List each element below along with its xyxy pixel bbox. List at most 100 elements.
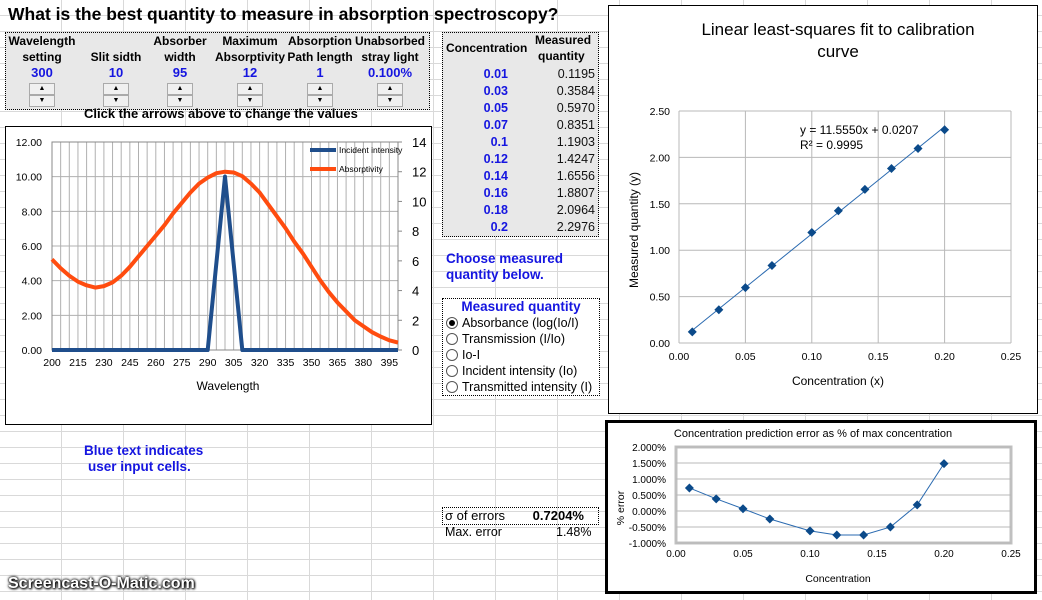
header-quantity: quantity bbox=[538, 49, 585, 63]
spinner-down-icon[interactable]: ▼ bbox=[29, 95, 55, 107]
y-tick-label: 0.000% bbox=[632, 507, 666, 518]
chart-title: Concentration prediction error as % of m… bbox=[674, 428, 952, 440]
controls-panel bbox=[5, 32, 430, 110]
radio-option[interactable]: Incident intensity (Io) bbox=[446, 363, 599, 379]
x-tick-label: 0.20 bbox=[934, 549, 954, 560]
control-spinner-1[interactable]: ▲ ▼ bbox=[103, 83, 129, 107]
spinner-down-icon[interactable]: ▼ bbox=[167, 95, 193, 107]
y-left-tick-label: 6.00 bbox=[22, 241, 43, 253]
series-line-absorptivity bbox=[50, 169, 399, 345]
radio-option[interactable]: Absorbance (log(Io/I) bbox=[446, 315, 599, 331]
y-left-tick-label: 2.00 bbox=[22, 310, 43, 322]
data-point bbox=[939, 459, 949, 469]
spinner-up-icon[interactable]: ▲ bbox=[307, 83, 333, 95]
concentration-cell[interactable]: 0.18 bbox=[483, 203, 508, 217]
concentration-cell[interactable]: 0.2 bbox=[490, 220, 508, 234]
data-point bbox=[913, 143, 923, 153]
series-line-incident-intensity bbox=[52, 174, 398, 352]
x-tick-label: 0.20 bbox=[934, 351, 955, 363]
chart-title-line1: Linear least-squares fit to calibration bbox=[701, 20, 974, 39]
measured-cell: 1.4247 bbox=[556, 152, 595, 166]
radio-button-icon[interactable] bbox=[446, 333, 458, 345]
x-tick-label: 380 bbox=[355, 357, 373, 369]
legend-label: Absorptivity bbox=[339, 164, 384, 174]
control-label-3-line1: Maximum bbox=[222, 34, 278, 48]
concentration-cell[interactable]: 0.14 bbox=[483, 169, 508, 183]
legend-label: Incident intensity bbox=[339, 145, 403, 155]
y-tick-label: 1.50 bbox=[650, 199, 671, 211]
control-spinner-0[interactable]: ▲ ▼ bbox=[29, 83, 55, 107]
control-value-4[interactable]: 1 bbox=[316, 65, 324, 80]
x-axis-label: Concentration (x) bbox=[792, 374, 884, 388]
control-label-2-line2: width bbox=[164, 50, 196, 64]
x-tick-label: 0.10 bbox=[802, 351, 823, 363]
spinner-down-icon[interactable]: ▼ bbox=[307, 95, 333, 107]
control-label-2-line1: Absorber bbox=[153, 34, 207, 48]
radio-option[interactable]: Io-I bbox=[446, 347, 599, 363]
spinner-up-icon[interactable]: ▲ bbox=[103, 83, 129, 95]
max-error-value: 1.48% bbox=[556, 525, 592, 539]
concentration-cell[interactable]: 0.05 bbox=[483, 101, 508, 115]
data-point bbox=[833, 206, 843, 216]
calibration-chart bbox=[608, 5, 1038, 414]
spinner-up-icon[interactable]: ▲ bbox=[167, 83, 193, 95]
x-tick-label: 0.00 bbox=[669, 351, 690, 363]
control-label-0-line2: setting bbox=[22, 50, 62, 64]
measured-cell: 2.0964 bbox=[556, 203, 595, 217]
concentration-cell[interactable]: 0.16 bbox=[483, 186, 508, 200]
spinner-down-icon[interactable]: ▼ bbox=[377, 95, 403, 107]
max-error-label: Max. error bbox=[445, 525, 502, 539]
measured-cell: 1.6556 bbox=[556, 169, 595, 183]
radio-button-icon[interactable] bbox=[446, 381, 458, 393]
control-spinner-2[interactable]: ▲ ▼ bbox=[167, 83, 193, 107]
spinner-up-icon[interactable]: ▲ bbox=[237, 83, 263, 95]
x-tick-label: 0.10 bbox=[800, 549, 820, 560]
y-left-tick-label: 10.00 bbox=[16, 172, 42, 184]
y-right-tick-label: 12 bbox=[412, 165, 426, 180]
control-spinner-4[interactable]: ▲ ▼ bbox=[307, 83, 333, 107]
y-tick-label: 2.50 bbox=[650, 106, 671, 118]
y-left-tick-label: 12.00 bbox=[16, 137, 42, 149]
measured-cell: 0.1195 bbox=[557, 67, 595, 81]
data-point bbox=[738, 504, 748, 514]
concentration-cell[interactable]: 0.07 bbox=[483, 118, 508, 132]
y-tick-label: 0.500% bbox=[632, 491, 666, 502]
radio-option[interactable]: Transmitted intensity (I) bbox=[446, 379, 599, 395]
control-value-2[interactable]: 95 bbox=[172, 65, 188, 80]
concentration-cell[interactable]: 0.1 bbox=[490, 135, 508, 149]
spectrum-chart-svg: 0.00 2.00 4.00 6.00 8.00 10.00 12.00 0 2 4 6 8 10 12 1… bbox=[16, 135, 427, 393]
spinner-down-icon[interactable]: ▼ bbox=[103, 95, 129, 107]
control-label-1-line2: Slit sidth bbox=[90, 50, 142, 64]
control-spinner-3[interactable]: ▲ ▼ bbox=[237, 83, 263, 107]
control-value-3[interactable]: 12 bbox=[242, 65, 258, 80]
sigma-value: 0.7204% bbox=[532, 508, 584, 523]
radio-option[interactable]: Transmission (I/Io) bbox=[446, 331, 599, 347]
radio-button-icon[interactable] bbox=[446, 349, 458, 361]
spinner-down-icon[interactable]: ▼ bbox=[237, 95, 263, 107]
radio-button-icon[interactable] bbox=[446, 365, 458, 377]
choose-text-2: quantity below. bbox=[446, 267, 544, 282]
header-measured: Measured bbox=[535, 33, 592, 47]
concentration-cell[interactable]: 0.01 bbox=[483, 67, 508, 81]
data-point bbox=[886, 163, 896, 173]
page-title: What is the best quantity to measure in … bbox=[8, 4, 559, 24]
chart-title-line2: curve bbox=[817, 42, 859, 61]
series-line bbox=[689, 463, 945, 536]
x-axis-label: Concentration bbox=[805, 573, 871, 585]
data-point bbox=[860, 184, 870, 194]
measured-cell: 1.8807 bbox=[556, 186, 595, 200]
radio-button-icon[interactable] bbox=[446, 317, 458, 329]
x-tick-label: 0.25 bbox=[1001, 351, 1022, 363]
note-line-2: user input cells. bbox=[88, 459, 191, 474]
x-tick-label: 260 bbox=[147, 357, 165, 369]
control-spinner-5[interactable]: ▲ ▼ bbox=[377, 83, 403, 107]
spinner-up-icon[interactable]: ▲ bbox=[29, 83, 55, 95]
control-value-5[interactable]: 0.100% bbox=[367, 65, 413, 80]
control-label-5-line1: Unabsorbed bbox=[354, 34, 425, 48]
control-value-0[interactable]: 300 bbox=[31, 65, 53, 80]
control-value-1[interactable]: 10 bbox=[108, 65, 124, 80]
concentration-cell[interactable]: 0.12 bbox=[483, 152, 508, 166]
concentration-cell[interactable]: 0.03 bbox=[483, 84, 508, 98]
spinner-up-icon[interactable]: ▲ bbox=[377, 83, 403, 95]
